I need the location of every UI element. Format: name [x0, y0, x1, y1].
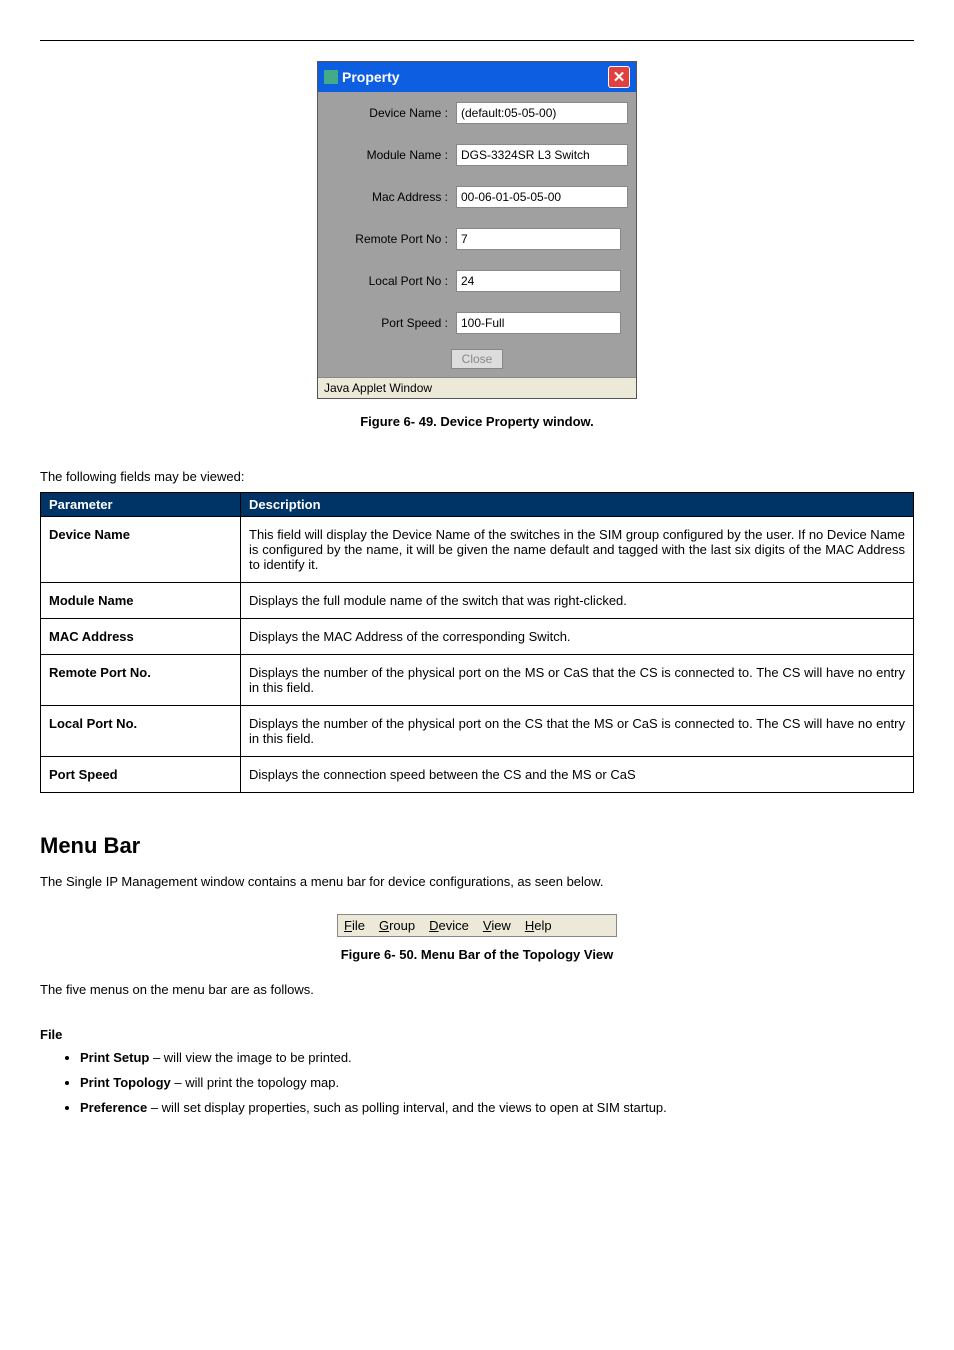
- param-intro: The following fields may be viewed:: [40, 469, 914, 484]
- close-icon[interactable]: ✕: [608, 66, 630, 88]
- table-row: Port SpeedDisplays the connection speed …: [41, 757, 914, 793]
- label-port-speed: Port Speed :: [326, 316, 456, 330]
- window-title: Property: [342, 69, 400, 85]
- param-desc: Displays the number of the physical port…: [241, 655, 914, 706]
- param-desc: Displays the full module name of the swi…: [241, 583, 914, 619]
- list-item: Preference – will set display properties…: [80, 1100, 914, 1115]
- menu-bar-post: The five menus on the menu bar are as fo…: [40, 982, 914, 997]
- table-row: Remote Port No.Displays the number of th…: [41, 655, 914, 706]
- param-desc: This field will display the Device Name …: [241, 517, 914, 583]
- list-item: Print Setup – will view the image to be …: [80, 1050, 914, 1065]
- input-device-name[interactable]: [456, 102, 628, 124]
- param-desc: Displays the number of the physical port…: [241, 706, 914, 757]
- label-module-name: Module Name :: [326, 148, 456, 162]
- th-description: Description: [241, 493, 914, 517]
- label-device-name: Device Name :: [326, 106, 456, 120]
- label-mac-address: Mac Address :: [326, 190, 456, 204]
- param-table: Parameter Description Device NameThis fi…: [40, 492, 914, 793]
- window-icon: [324, 70, 338, 84]
- param-name: Port Speed: [41, 757, 241, 793]
- menu-item[interactable]: Group: [379, 918, 415, 933]
- param-name: Remote Port No.: [41, 655, 241, 706]
- param-name: Device Name: [41, 517, 241, 583]
- param-desc: Displays the MAC Address of the correspo…: [241, 619, 914, 655]
- status-bar: Java Applet Window: [318, 377, 636, 398]
- menu-bar-heading: Menu Bar: [40, 833, 914, 859]
- table-row: Module NameDisplays the full module name…: [41, 583, 914, 619]
- title-bar: Property ✕: [318, 62, 636, 92]
- input-module-name[interactable]: [456, 144, 628, 166]
- property-body: Device Name : Module Name : Mac Address …: [318, 92, 636, 377]
- input-port-speed[interactable]: [456, 312, 621, 334]
- figure-50-caption: Figure 6- 50. Menu Bar of the Topology V…: [40, 947, 914, 962]
- table-row: MAC AddressDisplays the MAC Address of t…: [41, 619, 914, 655]
- th-parameter: Parameter: [41, 493, 241, 517]
- menu-item[interactable]: Device: [429, 918, 469, 933]
- menu-item[interactable]: File: [344, 918, 365, 933]
- property-window: Property ✕ Device Name : Module Name : M…: [317, 61, 637, 399]
- menu-item[interactable]: View: [483, 918, 511, 933]
- list-item: Print Topology – will print the topology…: [80, 1075, 914, 1090]
- input-local-port[interactable]: [456, 270, 621, 292]
- param-name: Module Name: [41, 583, 241, 619]
- input-mac-address[interactable]: [456, 186, 628, 208]
- menubar: File Group Device View Help: [337, 914, 617, 937]
- table-row: Local Port No.Displays the number of the…: [41, 706, 914, 757]
- figure-49-caption: Figure 6- 49. Device Property window.: [40, 414, 914, 429]
- table-row: Device NameThis field will display the D…: [41, 517, 914, 583]
- input-remote-port[interactable]: [456, 228, 621, 250]
- param-name: Local Port No.: [41, 706, 241, 757]
- param-name: MAC Address: [41, 619, 241, 655]
- file-bullets: Print Setup – will view the image to be …: [40, 1050, 914, 1115]
- label-remote-port: Remote Port No :: [326, 232, 456, 246]
- menu-bar-intro: The Single IP Management window contains…: [40, 874, 914, 889]
- menu-item[interactable]: Help: [525, 918, 552, 933]
- label-local-port: Local Port No :: [326, 274, 456, 288]
- file-title: File: [40, 1027, 914, 1042]
- close-button[interactable]: Close: [451, 349, 504, 369]
- param-desc: Displays the connection speed between th…: [241, 757, 914, 793]
